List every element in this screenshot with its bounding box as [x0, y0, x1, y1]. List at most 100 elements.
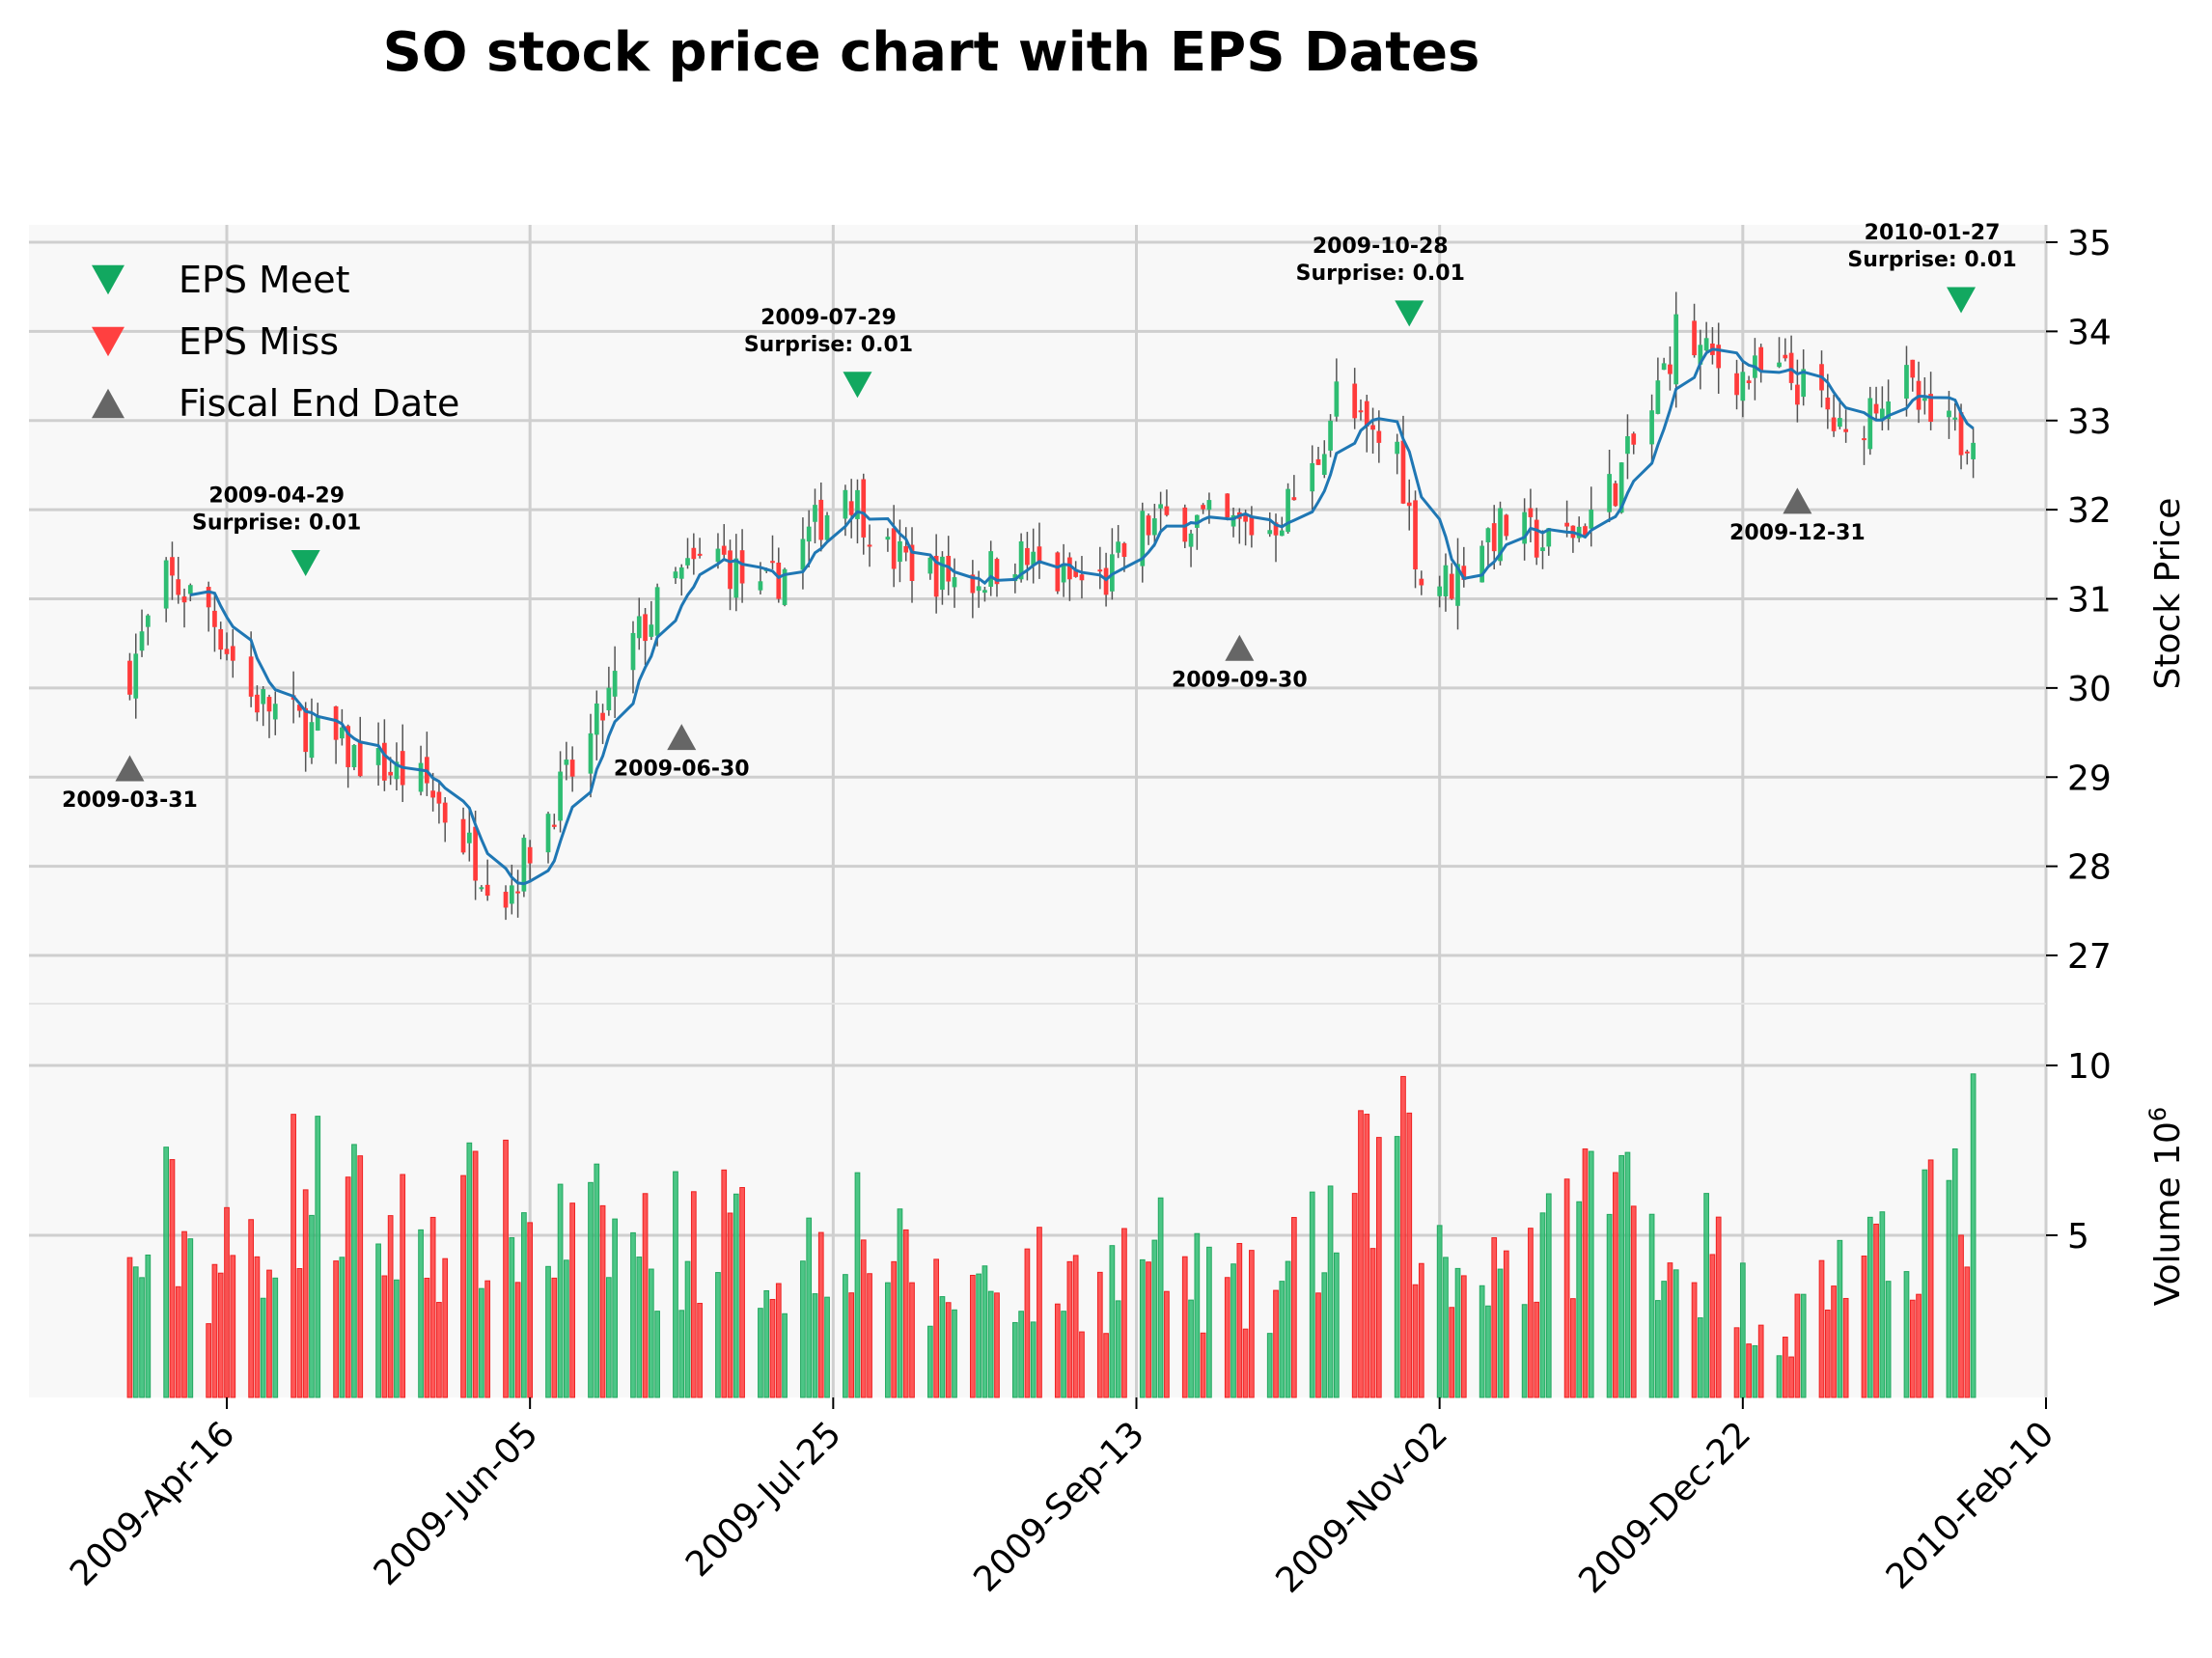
volume-bar [187, 1238, 194, 1398]
candle-body [927, 557, 933, 574]
volume-axis-label: Volume 106 [2144, 1107, 2188, 1306]
candle-body [473, 826, 478, 881]
candle-body [909, 544, 915, 581]
volume-bar [224, 1206, 230, 1398]
volume-bar [479, 1287, 484, 1398]
fiscal-end-marker [667, 724, 697, 751]
candle-body [1201, 505, 1205, 510]
candle-body [1740, 372, 1746, 401]
candle-body [545, 814, 551, 853]
volume-bar [782, 1313, 788, 1398]
candle-body [261, 689, 266, 705]
volume-bar [429, 1216, 436, 1398]
volume-bar [1946, 1179, 1952, 1398]
volume-bar [1351, 1193, 1358, 1398]
volume-bar [1739, 1262, 1746, 1398]
candle-body [813, 505, 817, 522]
eps-meet-marker [1395, 300, 1424, 327]
x-axis-ticks: 2009-Apr-16 2009-Jun-05 2009-Jul-25 2009-Se… [63, 1397, 2061, 1601]
volume-bar [466, 1142, 473, 1398]
candle-body [551, 824, 557, 827]
candle-body [776, 562, 782, 599]
candle-body [133, 653, 139, 699]
candle-body [375, 748, 381, 765]
candle-body [479, 887, 484, 890]
candle-body [976, 586, 982, 592]
candle-body [594, 703, 599, 735]
candle-body [649, 624, 654, 637]
candle-body [181, 596, 187, 603]
volume-label-gap [2148, 1166, 2188, 1176]
volume-bar [697, 1303, 703, 1398]
volume-bar [1570, 1298, 1576, 1398]
candle-body [1904, 365, 1909, 400]
candle-body [1716, 345, 1722, 369]
candle-body [1116, 541, 1121, 553]
candle-body [1031, 551, 1037, 566]
volume-bar [1970, 1073, 1977, 1398]
volume-bar [260, 1297, 266, 1398]
price-axis-label: Stock Price [2148, 498, 2188, 690]
volume-bar [1958, 1234, 1964, 1398]
volume-bar [690, 1191, 697, 1398]
candle-body [1025, 547, 1030, 566]
candle-body [272, 704, 278, 720]
candle-body [1395, 441, 1400, 455]
volume-bar [1667, 1262, 1673, 1398]
candle-body [1504, 514, 1509, 537]
eps-surprise-label: Surprise: 0.01 [192, 511, 361, 536]
candle-body [466, 832, 472, 843]
candle-body [1801, 369, 1807, 398]
candle-body [1589, 510, 1594, 529]
candle-body [297, 705, 302, 711]
volume-bar [1103, 1333, 1109, 1398]
candle-body [588, 732, 594, 774]
volume-bar [1788, 1356, 1794, 1398]
volume-bar [721, 1169, 728, 1398]
candle-body [266, 697, 272, 712]
x-tick-label: 2009-Nov-02 [1268, 1414, 1455, 1601]
price-tick-label: 32 [2067, 491, 2112, 531]
volume-bar [758, 1308, 763, 1398]
volume-bar [1315, 1292, 1321, 1398]
volume-bar [1449, 1307, 1455, 1398]
price-plot-background [29, 225, 2046, 1004]
candle-body [1151, 518, 1157, 536]
candle-body [1692, 320, 1697, 356]
candle-body [1286, 488, 1290, 533]
volume-bar [1151, 1239, 1158, 1398]
candle-body [855, 489, 860, 519]
volume-bar [739, 1187, 745, 1398]
volume-bar [1018, 1311, 1024, 1398]
volume-bar [982, 1265, 988, 1398]
eps-date-label: 2009-07-29 [760, 306, 897, 330]
volume-bar [987, 1290, 994, 1398]
volume-bar [1079, 1331, 1085, 1398]
candle-body [1564, 522, 1569, 527]
volume-bar [357, 1155, 364, 1398]
volume-bar [394, 1279, 400, 1398]
volume-bar [733, 1193, 739, 1398]
candle-body [484, 884, 490, 897]
candle-body [1838, 418, 1842, 428]
volume-bar [1333, 1252, 1340, 1398]
candle-body [1455, 564, 1460, 606]
candle-body [1225, 493, 1230, 518]
candle-body [558, 771, 563, 821]
candle-body [1279, 530, 1285, 537]
volume-bar [1757, 1324, 1764, 1398]
volume-bar [897, 1208, 903, 1398]
volume-bar [1497, 1268, 1504, 1398]
candle-body [509, 885, 514, 904]
candle-body [1613, 483, 1618, 507]
candle-body [1698, 345, 1703, 365]
candle-body [1055, 552, 1061, 592]
candle-body [1352, 383, 1358, 419]
candle-body [303, 707, 309, 753]
candle-body [340, 727, 345, 739]
candle-body [1461, 566, 1467, 580]
candle-body [1491, 523, 1497, 552]
volume-bar [1655, 1300, 1661, 1398]
volume-bar [126, 1257, 133, 1398]
